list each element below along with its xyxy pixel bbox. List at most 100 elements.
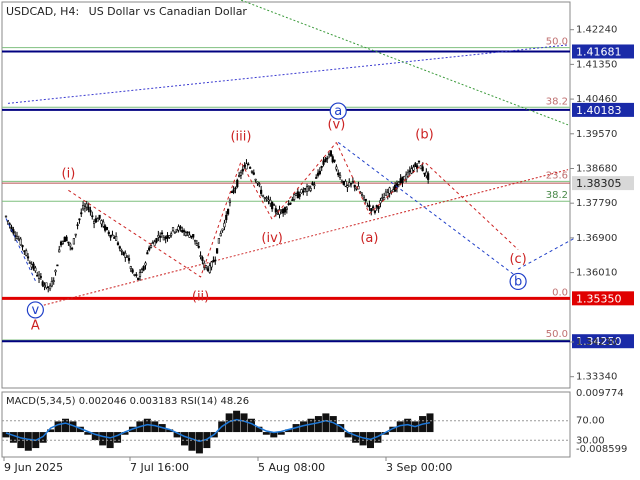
macd-bar [91,432,99,441]
candle-body [294,193,298,196]
candle-body [326,157,329,160]
candle-body [111,234,114,237]
candle-body [80,212,83,215]
candle-body [138,272,142,277]
candle-body [48,285,52,290]
candle-body [265,197,268,200]
candle-body [221,228,224,231]
candle-body [412,166,415,171]
macd-bar [17,432,25,449]
macd-bar [151,421,159,433]
candle-body [149,245,153,248]
candle-body [182,230,186,233]
macd-bar [396,421,404,433]
macd-bar [76,426,84,433]
macd-bar [240,413,248,433]
candle-body [263,197,266,200]
candle-body [383,197,386,200]
candle-body [320,165,323,168]
macd-bar [39,432,47,443]
candle-body [175,229,178,232]
candle-body [337,172,340,176]
candle-body [168,235,171,238]
candle-body [309,187,312,191]
fib-label: 38.2 [546,190,568,201]
candle-body [375,205,378,208]
macd-bar [121,432,129,435]
wave-label: (ii) [192,289,209,304]
candle-body [181,230,184,233]
candle-body [405,174,408,180]
candle-body [17,238,20,241]
macd-bar [359,432,367,446]
candle-body [377,206,380,210]
candle-body [311,182,314,186]
candle-body [388,187,391,194]
candle-body [107,231,110,235]
candle-body [56,264,59,267]
candle-body [129,266,132,270]
candle-body [296,191,299,199]
wave-label: (i) [62,166,76,181]
price-axis: 1.42240 1.41350 1.40460 1.39570 1.38680 1.377… [570,25,617,383]
candle-body [322,160,325,165]
candle-body [384,191,388,196]
candle-body [287,203,290,206]
candle-body [427,173,430,180]
candle-body [144,262,147,266]
trend-line [39,169,569,307]
candle-body [353,184,356,188]
fib-label: 23.6 [546,170,568,181]
candle-body [234,187,237,190]
indicator-axis-label: -0.008599 [576,444,627,455]
candle-body [148,247,151,251]
candle-body [105,227,109,230]
macd-bar [62,418,70,433]
candle-body [208,265,211,273]
macd-bar [404,418,412,433]
price-level-label: 1.38305 [576,177,622,190]
candle-body [331,156,334,163]
candle-body [366,205,369,208]
symbol-timeframe: USDCAD, H4: [6,5,79,18]
candle-body [425,171,428,177]
candle-body [315,177,318,179]
wave-label: A [31,319,40,334]
price-level-box [572,44,634,59]
candle-body [37,274,41,279]
candle-body [215,248,219,254]
macd-bar [314,416,322,433]
macd-bar [322,413,330,433]
candle-body [160,232,164,235]
candle-body [381,197,384,199]
candle-body [307,185,310,189]
x-tick-label: 7 Jul 16:00 [130,461,189,474]
candle-body [289,202,292,205]
candle-body [94,218,98,223]
candle-body [247,163,250,166]
candle-body [113,236,116,239]
candle-body [346,185,349,188]
candle-body [120,250,123,252]
candle-body [313,184,316,187]
candle-body [91,215,94,218]
candle-body [362,195,366,199]
candle-body [162,237,165,241]
candle-body [45,282,48,288]
candle-body [184,232,187,236]
candle-body [250,171,254,173]
candle-body [47,286,50,288]
candle-body [133,274,136,276]
x-tick-label: 9 Jun 2025 [4,461,63,474]
candle-body [32,263,35,269]
candle-body [52,280,55,282]
candle-body [241,168,244,172]
candle-body [100,220,103,225]
candle-body [364,198,367,202]
candle-body [193,239,197,242]
fib-label: 0.0 [552,287,568,298]
candle-body [58,249,61,253]
candle-body [43,285,46,287]
candle-body [225,214,228,221]
